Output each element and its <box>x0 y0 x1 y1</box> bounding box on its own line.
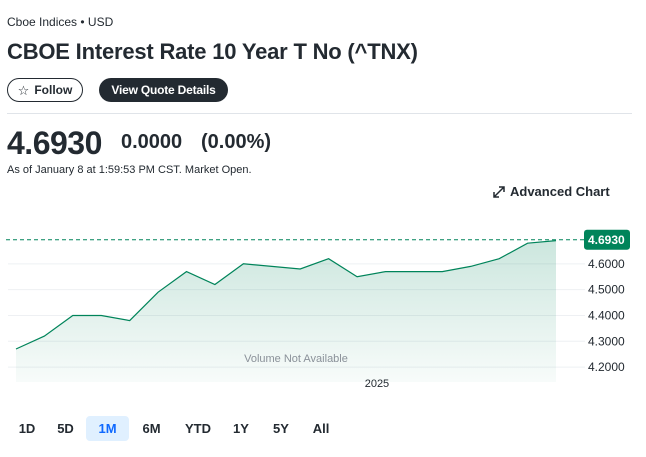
star-icon: ☆ <box>17 82 30 98</box>
range-1y[interactable]: 1Y <box>233 421 249 436</box>
y-axis-tick-label: 4.3000 <box>588 334 625 348</box>
advanced-chart-link[interactable]: Advanced Chart <box>493 184 610 199</box>
quote-change: 0.0000 <box>121 131 183 153</box>
chart-area-fill <box>16 240 556 382</box>
follow-label: Follow <box>34 83 73 97</box>
chart-price-line <box>15 240 557 350</box>
quote-price: 4.6930 <box>7 125 102 161</box>
view-quote-details-button[interactable]: View Quote Details <box>99 78 228 102</box>
current-price-badge: 4.6930 <box>584 229 630 250</box>
y-axis-tick-label: 4.5000 <box>588 283 625 297</box>
range-ytd[interactable]: YTD <box>185 421 211 436</box>
y-axis-tick-label: 4.4000 <box>588 308 625 322</box>
follow-button[interactable]: ☆ Follow <box>7 78 83 102</box>
volume-not-available: Volume Not Available <box>244 353 348 365</box>
range-1d[interactable]: 1D <box>18 421 36 436</box>
price-chart[interactable]: 4.2000 4.3000 4.4000 4.5000 4.6000 4.6930 Vo… <box>0 210 646 400</box>
current-price-badge-text: 4.6930 <box>588 233 625 247</box>
range-1m[interactable]: 1M <box>86 416 129 441</box>
x-axis-label-2025: 2025 <box>365 378 389 390</box>
advanced-chart-label: Advanced Chart <box>510 184 610 199</box>
quote-change-percent: (0.00%) <box>201 131 272 153</box>
divider <box>7 113 632 114</box>
range-6m[interactable]: 6M <box>142 421 161 436</box>
quote-timestamp: As of January 8 at 1:59:53 PM CST. Marke… <box>7 164 252 176</box>
range-selector: 1D 5D 1M 6M YTD 1Y 5Y All <box>9 416 340 441</box>
range-5d[interactable]: 5D <box>57 421 74 436</box>
range-5y[interactable]: 5Y <box>273 421 289 436</box>
y-axis-tick-label: 4.6000 <box>588 257 625 271</box>
exchange-label: Cboe Indices • USD <box>7 15 114 29</box>
range-all[interactable]: All <box>312 421 330 436</box>
page-title: CBOE Interest Rate 10 Year T No (^TNX) <box>7 39 418 64</box>
expand-arrows-icon <box>493 185 505 198</box>
y-axis-tick-label: 4.2000 <box>588 360 625 374</box>
